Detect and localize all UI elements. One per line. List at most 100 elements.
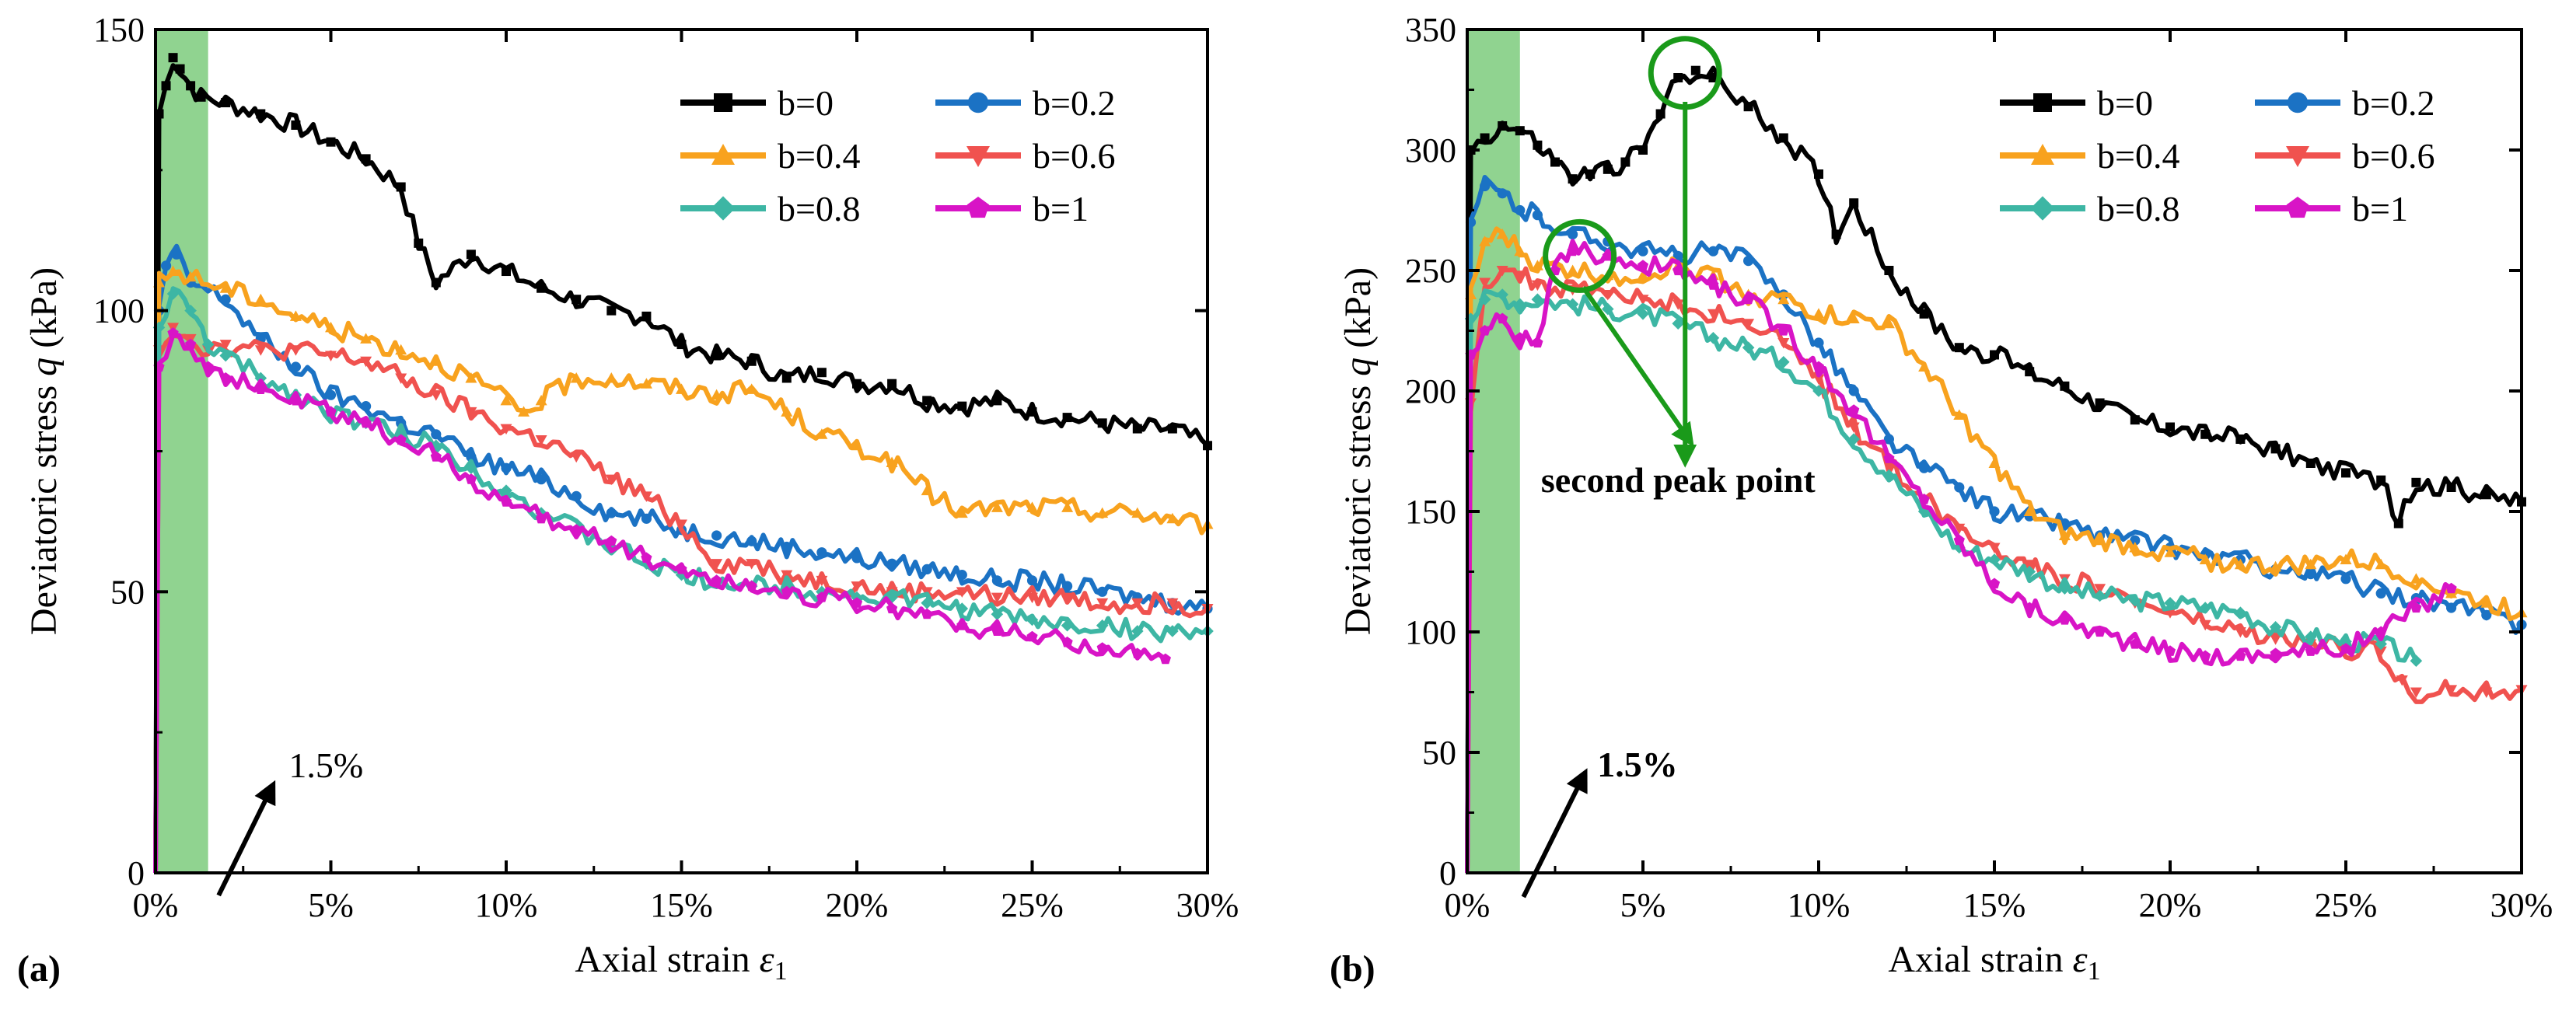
data-point-b=0.2 (1813, 337, 1824, 348)
legend-label-b=0: b=0 (778, 83, 834, 123)
data-point-b=0.4 (956, 507, 968, 518)
data-point-b=0 (1132, 424, 1142, 434)
data-point-b=0.6 (1777, 338, 1790, 349)
data-point-b=0.2 (746, 536, 757, 546)
data-point-b=1 (991, 625, 1003, 636)
panel-label: (b) (1330, 948, 1375, 989)
data-point-b=0.4 (2234, 558, 2246, 570)
data-point-b=0.4 (711, 389, 723, 400)
data-point-b=0.2 (641, 513, 652, 524)
data-point-b=1 (220, 372, 232, 383)
series-b=1 (153, 327, 1171, 874)
data-point-b=0 (922, 396, 932, 406)
legend-marker-b=0.2 (2287, 92, 2309, 113)
y-tick-label: 200 (1405, 372, 1456, 410)
data-point-b=0 (2446, 483, 2456, 492)
data-point-b=0 (1062, 413, 1072, 423)
data-point-b=0.4 (676, 383, 687, 394)
data-point-b=0.4 (2375, 558, 2387, 570)
data-point-b=0.2 (1989, 506, 2000, 517)
data-point-b=0 (2481, 490, 2491, 500)
data-point-b=0.8 (991, 608, 1004, 621)
data-point-b=0 (502, 267, 511, 277)
data-point-b=0.8 (2129, 594, 2141, 607)
data-point-b=0.8 (921, 597, 933, 609)
data-point-b=1 (1061, 636, 1073, 647)
data-point-b=0.2 (1062, 581, 1073, 591)
data-point-b=0 (992, 396, 1002, 406)
data-point-b=0.8 (1707, 332, 1720, 344)
data-point-b=1 (1812, 361, 1825, 372)
data-point-b=0 (414, 238, 424, 248)
data-point-b=0.6 (430, 390, 442, 401)
data-point-b=1 (2235, 650, 2246, 661)
data-point-b=0.4 (1953, 409, 1966, 420)
legend-label-b=0.2: b=0.2 (1033, 83, 1115, 123)
data-point-b=0 (852, 379, 862, 389)
y-axis-title-symbol: q (1337, 358, 1379, 376)
data-point-b=1 (956, 619, 968, 630)
data-point-b=0.2 (921, 564, 932, 575)
x-tick-label: 30% (2490, 886, 2553, 924)
data-point-b=1 (711, 574, 722, 585)
data-point-b=0.6 (325, 351, 337, 362)
data-point-b=0.4 (1026, 501, 1038, 512)
y-axis-title-main: Deviatoric stress (23, 376, 65, 635)
data-point-b=0 (2165, 422, 2175, 432)
data-point-b=1 (1096, 642, 1108, 653)
data-point-b=0 (161, 81, 171, 91)
data-point-b=0.2 (431, 429, 442, 440)
series-b=0.4 (153, 265, 1214, 874)
data-point-b=0.6 (1672, 299, 1684, 310)
legend-marker-b=0.8 (711, 196, 736, 221)
data-point-b=0.2 (1743, 256, 1754, 267)
y-axis-title-unit: (kPa) (23, 267, 65, 358)
series-b=0.6 (153, 323, 1214, 874)
data-point-b=0.2 (290, 361, 301, 372)
data-point-b=0.4 (430, 355, 442, 366)
data-point-b=0.2 (606, 508, 617, 518)
data-point-b=0.2 (1480, 180, 1491, 192)
data-point-b=1 (1707, 279, 1719, 290)
data-point-b=0.4 (1918, 361, 1931, 372)
data-point-b=0 (2235, 434, 2246, 444)
data-point-b=0 (431, 277, 441, 288)
data-point-b=0.8 (184, 304, 197, 317)
data-point-b=0 (396, 182, 406, 192)
chart-panel-1: 0% 5% 10% 15% 20% 25% 30% 0 50 100 150 Axial strain… (17, 11, 1239, 989)
legend-marker-b=0.6 (2286, 146, 2309, 167)
data-point-b=0 (1884, 266, 1894, 275)
y-tick-label: 350 (1405, 11, 1456, 49)
data-point-b=0.6 (956, 587, 968, 598)
x-tick-label: 25% (1001, 886, 1064, 924)
data-point-b=0.8 (2375, 637, 2387, 651)
series-b=0 (153, 53, 1212, 874)
data-point-b=0.8 (2093, 589, 2106, 602)
data-point-b=0 (291, 120, 301, 130)
data-point-b=0.4 (167, 265, 180, 277)
data-point-b=0.2 (361, 401, 372, 412)
data-point-b=0.6 (640, 491, 652, 502)
legend-marker-b=0 (2033, 93, 2052, 112)
data-point-b=0.6 (605, 474, 617, 486)
data-point-b=0.6 (360, 356, 372, 368)
data-point-b=0.8 (1061, 619, 1074, 632)
data-point-b=1 (2200, 650, 2211, 661)
legend-marker-b=1 (966, 197, 990, 218)
data-point-b=0 (1778, 133, 1788, 143)
data-point-b=0 (606, 305, 617, 316)
data-point-b=1 (851, 597, 863, 608)
data-point-b=0 (1919, 309, 1929, 319)
data-point-b=0.4 (2023, 505, 2036, 516)
data-point-b=0 (175, 64, 185, 74)
data-point-b=0.6 (2199, 619, 2211, 631)
legend-label-b=0.6: b=0.6 (2352, 136, 2434, 176)
data-point-b=0.4 (360, 333, 372, 344)
data-point-b=0.8 (2234, 606, 2247, 619)
data-point-b=0.4 (500, 394, 512, 406)
data-point-b=1 (1131, 647, 1143, 658)
data-point-b=0 (1568, 174, 1578, 184)
data-point-b=0.6 (2023, 560, 2036, 571)
data-point-b=0 (466, 250, 476, 260)
